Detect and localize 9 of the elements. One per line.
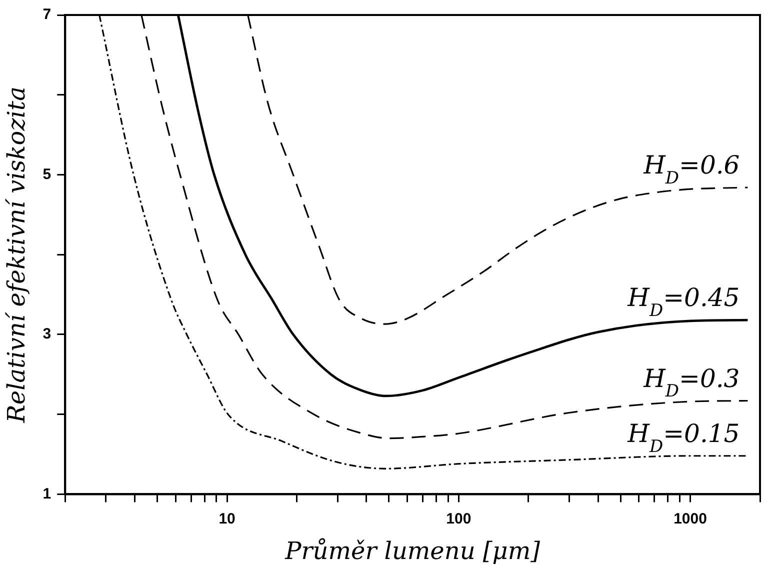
x-axis-title: Průměr lumenu [μm]	[284, 536, 541, 565]
y-tick-label: 3	[42, 326, 52, 343]
y-tick-label: 7	[42, 6, 52, 24]
y-tick-label: 1	[42, 485, 52, 502]
y-axis-title: Relativní efektivní viskozita	[2, 86, 31, 424]
y-tick-label: 5	[42, 166, 52, 183]
x-tick-label: 1000	[674, 510, 707, 528]
x-tick-label: 100	[446, 510, 472, 528]
x-tick-label: 10	[218, 510, 236, 528]
